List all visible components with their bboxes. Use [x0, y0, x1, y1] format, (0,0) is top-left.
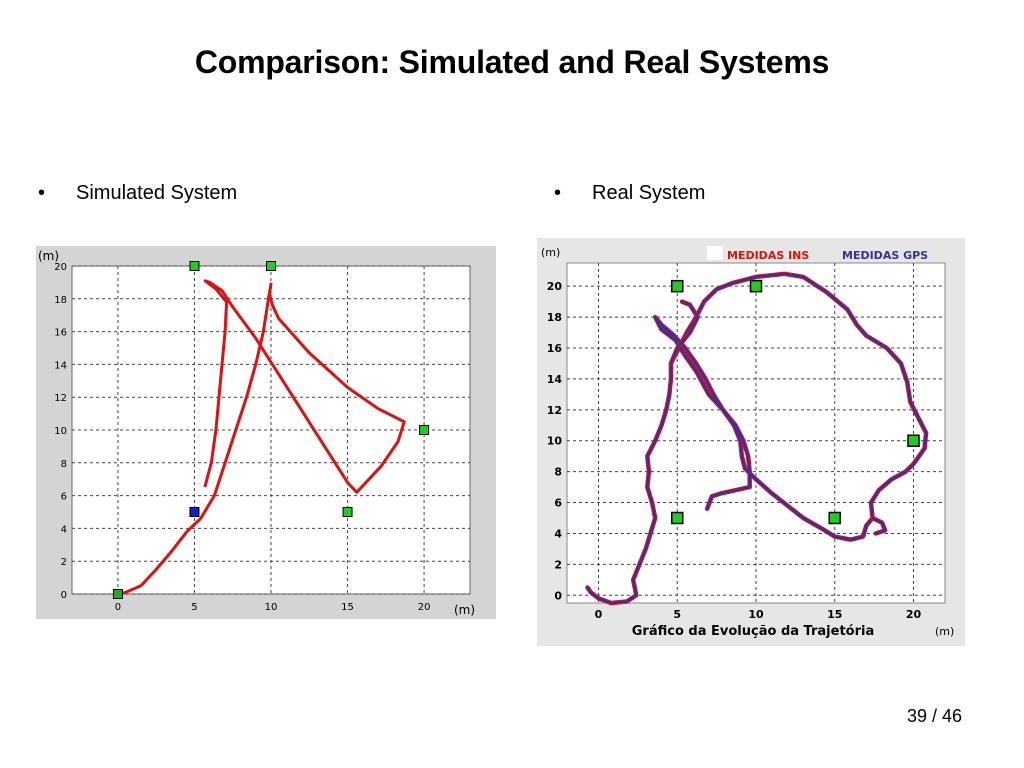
y-axis-unit: (m) [38, 249, 59, 263]
y-tick-label: 4 [554, 527, 562, 540]
y-tick-label: 12 [54, 393, 67, 404]
bullet-real-label: Real System [592, 182, 706, 204]
bullet-dot-icon: • [38, 182, 46, 204]
legend-gps: MEDIDAS GPS [842, 249, 928, 262]
y-tick-label: 10 [54, 426, 67, 437]
landmark-marker [907, 434, 920, 447]
x-tick-label: 0 [595, 608, 603, 621]
y-tick-label: 20 [54, 262, 67, 273]
x-tick-label: 10 [265, 602, 278, 613]
x-tick-label: 0 [115, 602, 121, 613]
bullet-dot-icon: • [554, 182, 562, 204]
real-chart: 0 2 4 6 8 10 12 14 16 18 20 0 5 10 15 20 (m) (m) Gráfi… [537, 238, 965, 646]
x-tick-label: 5 [191, 602, 197, 613]
y-tick-label: 0 [61, 590, 67, 601]
legend-ins: MEDIDAS INS [727, 249, 809, 262]
y-tick-label: 14 [547, 373, 563, 386]
simulated-figure: 0 2 4 6 8 10 12 14 16 18 20 0 5 10 15 20 (m) (m) [36, 246, 496, 619]
gps-crossing-line [669, 300, 699, 365]
y-tick-label: 18 [54, 295, 67, 306]
trajectory-line [116, 279, 406, 596]
simulated-chart: 0 2 4 6 8 10 12 14 16 18 20 0 5 10 15 20 (m) (m) [36, 246, 496, 619]
landmark-marker [671, 279, 684, 293]
x-tick-label: 5 [673, 608, 681, 621]
y-tick-label: 18 [547, 311, 562, 324]
y-tick-label: 16 [547, 342, 563, 355]
start-marker [112, 589, 123, 599]
x-axis-unit: (m) [454, 603, 475, 617]
chart-title: Gráfico da Evolução da Trajetória [632, 624, 874, 639]
y-tick-label: 14 [54, 360, 67, 371]
bullet-simulated-label: Simulated System [76, 182, 238, 204]
x-axis-unit: (m) [935, 625, 954, 638]
y-tick-label: 16 [54, 328, 67, 339]
y-tick-label: 2 [554, 558, 562, 571]
y-tick-label: 4 [61, 524, 67, 535]
y-tick-label: 20 [547, 280, 563, 293]
x-tick-label: 20 [418, 602, 431, 613]
y-tick-label: 12 [547, 404, 562, 417]
landmark-marker [419, 425, 430, 435]
x-tick-label: 15 [341, 602, 354, 613]
x-tick-label: 15 [827, 608, 842, 621]
x-tick-label: 10 [748, 608, 764, 621]
y-tick-label: 10 [547, 435, 563, 448]
blue-marker [189, 507, 200, 517]
landmark-marker [342, 507, 353, 517]
landmark-marker [828, 511, 841, 525]
y-tick-label: 2 [61, 557, 67, 568]
y-tick-label: 0 [554, 589, 562, 602]
gps-tail-line [871, 516, 887, 535]
slide-title: Comparison: Simulated and Real Systems [194, 44, 830, 80]
gps-trajectory-line [586, 272, 928, 605]
landmark-marker [189, 261, 200, 271]
y-axis-unit: (m) [541, 246, 560, 259]
x-tick-label: 20 [906, 608, 922, 621]
landmark-marker [671, 511, 684, 525]
slide-number: 39 / 46 [906, 706, 962, 726]
bullet-simulated: • Simulated System [38, 182, 237, 205]
landmark-marker [749, 279, 763, 293]
legend-swatch [707, 246, 723, 260]
y-tick-label: 8 [554, 466, 562, 479]
landmark-marker [266, 261, 276, 271]
bullet-real: • Real System [554, 182, 705, 205]
y-tick-label: 6 [554, 497, 562, 510]
y-tick-label: 8 [61, 459, 67, 470]
real-figure: 0 2 4 6 8 10 12 14 16 18 20 0 5 10 15 20 (m) (m) Gráfi… [537, 238, 965, 646]
y-tick-label: 6 [61, 492, 67, 503]
